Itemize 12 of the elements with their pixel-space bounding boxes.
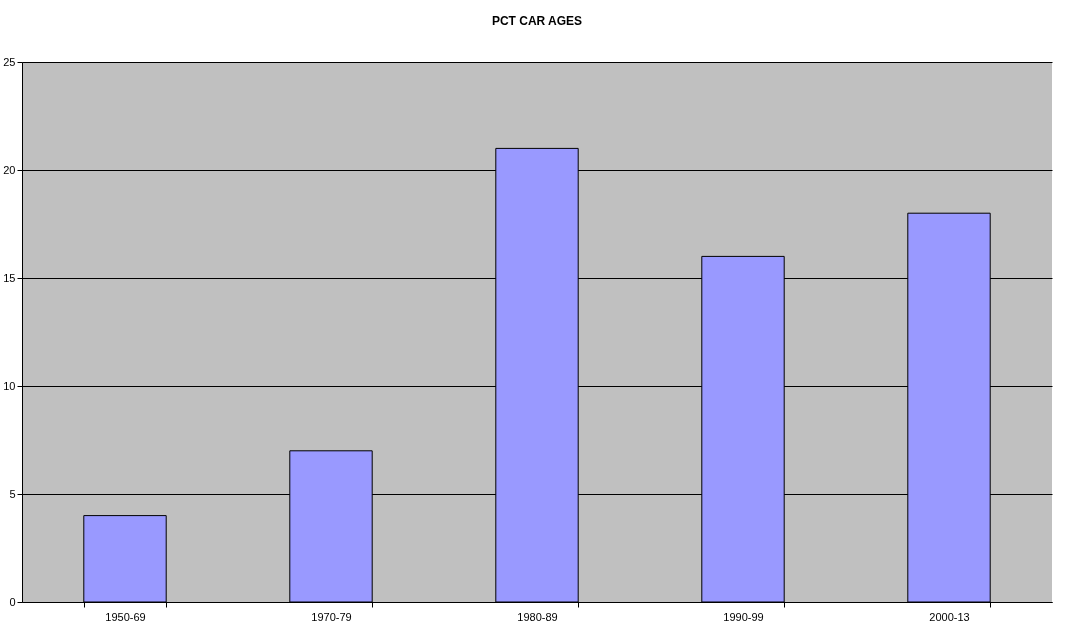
x-tick-label: 1970-79 [311, 610, 352, 623]
y-tick-label: 15 [3, 271, 16, 284]
y-tick-label: 25 [3, 55, 16, 68]
y-tick-label: 0 [9, 595, 16, 608]
y-tick-label: 5 [9, 487, 16, 500]
x-tick-label: 1950-69 [105, 610, 146, 623]
x-tick-label: 2000-13 [929, 610, 970, 623]
y-tick-label: 10 [3, 379, 16, 392]
x-tick-label: 1980-89 [517, 610, 558, 623]
x-tick-label: 1990-99 [723, 610, 764, 623]
chart-title: PCT CAR AGES [491, 14, 583, 28]
y-tick-label: 20 [3, 163, 16, 176]
